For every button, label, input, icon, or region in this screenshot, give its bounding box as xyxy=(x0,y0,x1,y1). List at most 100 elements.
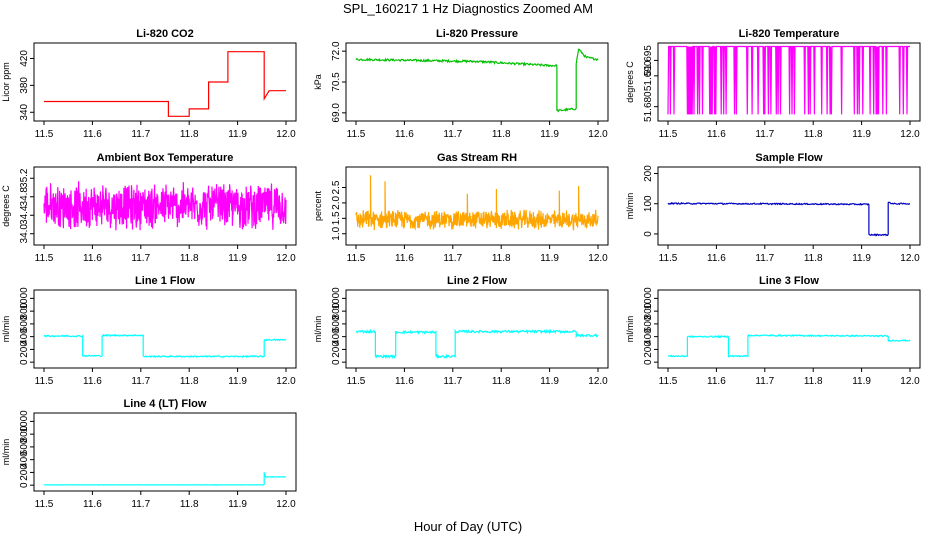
y-tick-label: 600 xyxy=(19,315,30,332)
panel-7: Line 1 Flow 11.5 11.6 11.7 11.8 11.9 12.0 02004… xyxy=(1,275,297,387)
x-tick-label: 11.9 xyxy=(852,376,871,387)
x-tick-label: 12.0 xyxy=(588,376,608,387)
x-tick-label: 12.0 xyxy=(900,253,920,264)
y-tick-label: 1000 xyxy=(331,287,342,310)
x-tick-label: 11.5 xyxy=(659,376,678,387)
x-tick-label: 11.8 xyxy=(804,253,823,264)
y-tick-label: 51.680 xyxy=(643,91,654,122)
x-tick-label: 11.5 xyxy=(659,253,678,264)
data-series-line xyxy=(44,51,286,117)
panel-title: Li-820 CO2 xyxy=(136,28,193,40)
y-axis-label: ml/min xyxy=(1,316,11,343)
plot-frame xyxy=(33,289,297,369)
x-tick-label: 11.8 xyxy=(180,499,199,510)
plot-frame xyxy=(657,166,921,246)
y-axis-label: kPa xyxy=(313,74,323,90)
x-tick-label: 11.8 xyxy=(492,376,511,387)
y-tick-label: 35.2 xyxy=(19,168,30,188)
x-tick-label: 11.9 xyxy=(852,253,871,264)
x-tick-label: 12.0 xyxy=(588,129,608,140)
panel-9: Line 3 Flow 11.5 11.6 11.7 11.8 11.9 12.0 02004… xyxy=(625,275,921,387)
y-tick-label: 70.5 xyxy=(331,72,342,92)
x-tick-label: 11.7 xyxy=(755,129,774,140)
x-tick-label: 11.9 xyxy=(228,253,247,264)
y-tick-label: 0 xyxy=(643,231,654,237)
plot-frame xyxy=(657,289,921,369)
y-tick-label: 400 xyxy=(19,328,30,345)
x-tick-label: 11.9 xyxy=(228,376,247,387)
figure-title: SPL_160217 1 Hz Diagnostics Zoomed AM xyxy=(343,1,593,16)
panel-10: Line 4 (LT) Flow 11.5 11.6 11.7 11.8 11.9 12.0… xyxy=(1,398,297,510)
y-tick-label: 800 xyxy=(19,302,30,319)
x-tick-label: 11.9 xyxy=(852,129,871,140)
x-tick-label: 11.6 xyxy=(707,253,726,264)
x-tick-label: 11.9 xyxy=(228,499,247,510)
y-tick-label: 200 xyxy=(19,464,30,481)
y-tick-label: 1000 xyxy=(643,287,654,310)
x-tick-label: 11.6 xyxy=(395,129,414,140)
x-tick-label: 12.0 xyxy=(276,253,296,264)
y-tick-label: 800 xyxy=(331,302,342,319)
x-tick-label: 11.5 xyxy=(35,376,54,387)
plot-frame xyxy=(33,42,297,122)
x-tick-label: 11.9 xyxy=(540,376,559,387)
x-tick-label: 11.7 xyxy=(443,129,462,140)
y-tick-label: 34.0 xyxy=(19,224,30,244)
x-tick-label: 11.9 xyxy=(228,129,247,140)
plot-frame xyxy=(345,289,609,369)
y-axis-label: Licor ppm xyxy=(1,62,11,102)
y-axis-label: degrees C xyxy=(1,185,11,227)
panel-6: Sample Flow 11.5 11.6 11.7 11.8 11.9 12.0 0 100 2… xyxy=(625,152,921,264)
y-tick-label: 340 xyxy=(19,103,30,120)
panel-1: Li-820 CO2 11.5 11.6 11.7 11.8 11.9 12.0 340 380… xyxy=(1,28,297,140)
data-series-line xyxy=(668,333,911,358)
y-tick-label: 400 xyxy=(643,328,654,345)
plot-frame xyxy=(33,412,297,492)
y-tick-label: 420 xyxy=(19,50,30,67)
y-tick-label: 200 xyxy=(643,165,654,182)
y-axis-label: degrees C xyxy=(625,61,635,103)
panel-title: Line 3 Flow xyxy=(759,275,819,287)
data-series-line xyxy=(667,201,910,237)
x-tick-label: 12.0 xyxy=(276,499,296,510)
panel-title: Gas Stream RH xyxy=(437,152,517,164)
x-tick-label: 11.8 xyxy=(804,129,823,140)
y-tick-label: 51.690 xyxy=(643,60,654,91)
data-series-line xyxy=(355,328,599,360)
x-tick-label: 11.8 xyxy=(180,376,199,387)
x-tick-label: 11.5 xyxy=(35,129,54,140)
y-tick-label: 100 xyxy=(643,195,654,212)
x-tick-label: 11.6 xyxy=(395,376,414,387)
plot-frame xyxy=(345,166,609,246)
x-tick-label: 12.0 xyxy=(276,376,296,387)
y-tick-label: 2.0 xyxy=(331,196,342,210)
x-tick-label: 11.8 xyxy=(180,253,199,264)
x-tick-label: 11.8 xyxy=(492,253,511,264)
x-tick-label: 11.9 xyxy=(540,253,559,264)
panel-title: Ambient Box Temperature xyxy=(97,152,234,164)
x-tick-label: 11.6 xyxy=(707,376,726,387)
x-tick-label: 11.6 xyxy=(83,499,102,510)
y-tick-label: 800 xyxy=(643,302,654,319)
x-tick-label: 11.7 xyxy=(131,376,150,387)
panel-title: Line 2 Flow xyxy=(447,275,507,287)
panel-8: Line 2 Flow 11.5 11.6 11.7 11.8 11.9 12.0 02004… xyxy=(313,275,609,387)
panel-title: Sample Flow xyxy=(755,152,823,164)
y-tick-label: 200 xyxy=(643,341,654,358)
x-tick-label: 11.7 xyxy=(131,129,150,140)
y-tick-label: 1.5 xyxy=(331,211,342,225)
x-tick-label: 11.7 xyxy=(443,376,462,387)
y-axis-label: percent xyxy=(313,190,323,221)
panel-title: Line 1 Flow xyxy=(135,275,195,287)
x-tick-label: 11.5 xyxy=(35,253,54,264)
data-series-line xyxy=(355,175,599,231)
y-tick-label: 0 xyxy=(331,359,342,365)
y-tick-label: 69.0 xyxy=(331,103,342,123)
x-tick-label: 11.8 xyxy=(180,129,199,140)
y-tick-label: 200 xyxy=(19,341,30,358)
panel-title: Li-820 Temperature xyxy=(739,28,840,40)
x-tick-label: 11.7 xyxy=(131,253,150,264)
y-tick-label: 1.0 xyxy=(331,226,342,240)
x-tick-label: 11.8 xyxy=(492,129,511,140)
plot-frame xyxy=(657,42,921,122)
